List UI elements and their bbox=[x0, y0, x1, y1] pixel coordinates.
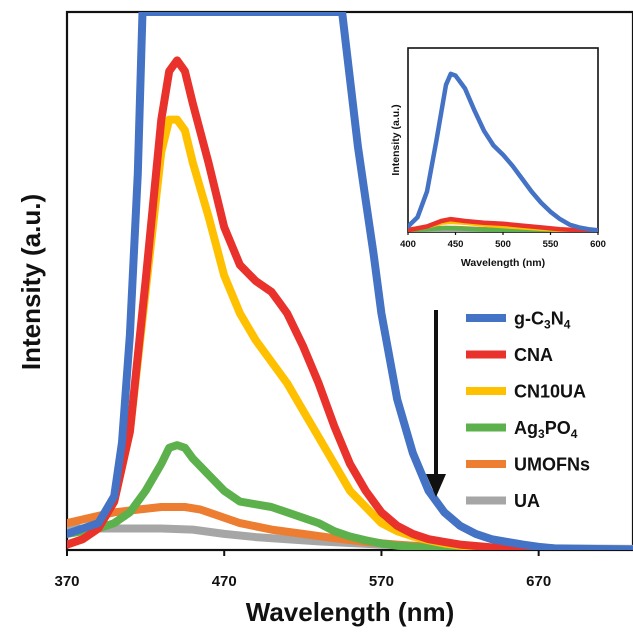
main-series-line-cna bbox=[67, 56, 633, 550]
inset-series-line-g-c3n4 bbox=[408, 71, 598, 232]
legend-label: Ag3PO4 bbox=[514, 418, 578, 441]
legend-label: g-C3N4 bbox=[514, 309, 571, 332]
legend-label: CNA bbox=[514, 345, 553, 365]
legend-label: UMOFNs bbox=[514, 455, 590, 475]
main-series-line-g-c3n4 bbox=[67, 12, 633, 550]
main-x-tick-label: 370 bbox=[54, 573, 79, 590]
main-x-ticks: 370 470 570 670 bbox=[54, 550, 551, 590]
down-arrow-head bbox=[426, 474, 446, 497]
inset-x-tick-label: 550 bbox=[543, 239, 559, 250]
legend-label: CN10UA bbox=[514, 382, 586, 402]
main-plot-frame bbox=[65, 10, 633, 552]
down-arrow-annotation bbox=[426, 310, 446, 497]
main-x-tick-label: 470 bbox=[212, 573, 237, 590]
main-series-group bbox=[67, 12, 633, 550]
inset-series-line-cna bbox=[408, 216, 598, 232]
main-x-tick-label: 670 bbox=[526, 573, 551, 590]
inset-x-tick-label: 450 bbox=[448, 239, 464, 250]
inset-series-group bbox=[408, 71, 598, 232]
main-series-line-ag3po4 bbox=[67, 441, 633, 550]
legend: g-C3N4 CNA CN10UA Ag3PO4 UMOFNs UA bbox=[466, 309, 590, 511]
inset-x-axis-title: Wavelength (nm) bbox=[461, 257, 545, 269]
inset-x-tick-label: 500 bbox=[495, 239, 511, 250]
y-axis-title: Intensity (a.u.) bbox=[16, 194, 46, 370]
legend-item: CNA bbox=[466, 345, 553, 365]
inset-x-ticks: 400 450 500 550 600 bbox=[400, 232, 606, 250]
inset-plot: 400 450 500 550 600 Wavelength (nm) Intensit… bbox=[390, 47, 606, 269]
inset-x-tick-label: 600 bbox=[590, 239, 606, 250]
main-plot: 370 470 570 670 bbox=[54, 10, 633, 590]
legend-item: g-C3N4 bbox=[466, 309, 571, 332]
x-axis-title: Wavelength (nm) bbox=[246, 597, 454, 627]
legend-item: Ag3PO4 bbox=[466, 418, 578, 441]
legend-label: UA bbox=[514, 491, 540, 511]
legend-item: CN10UA bbox=[466, 382, 586, 402]
inset-x-tick-label: 400 bbox=[400, 239, 416, 250]
inset-y-axis-title: Intensity (a.u.) bbox=[390, 104, 402, 175]
legend-item: UMOFNs bbox=[466, 455, 590, 475]
legend-item: UA bbox=[466, 491, 540, 511]
main-x-tick-label: 570 bbox=[369, 573, 394, 590]
